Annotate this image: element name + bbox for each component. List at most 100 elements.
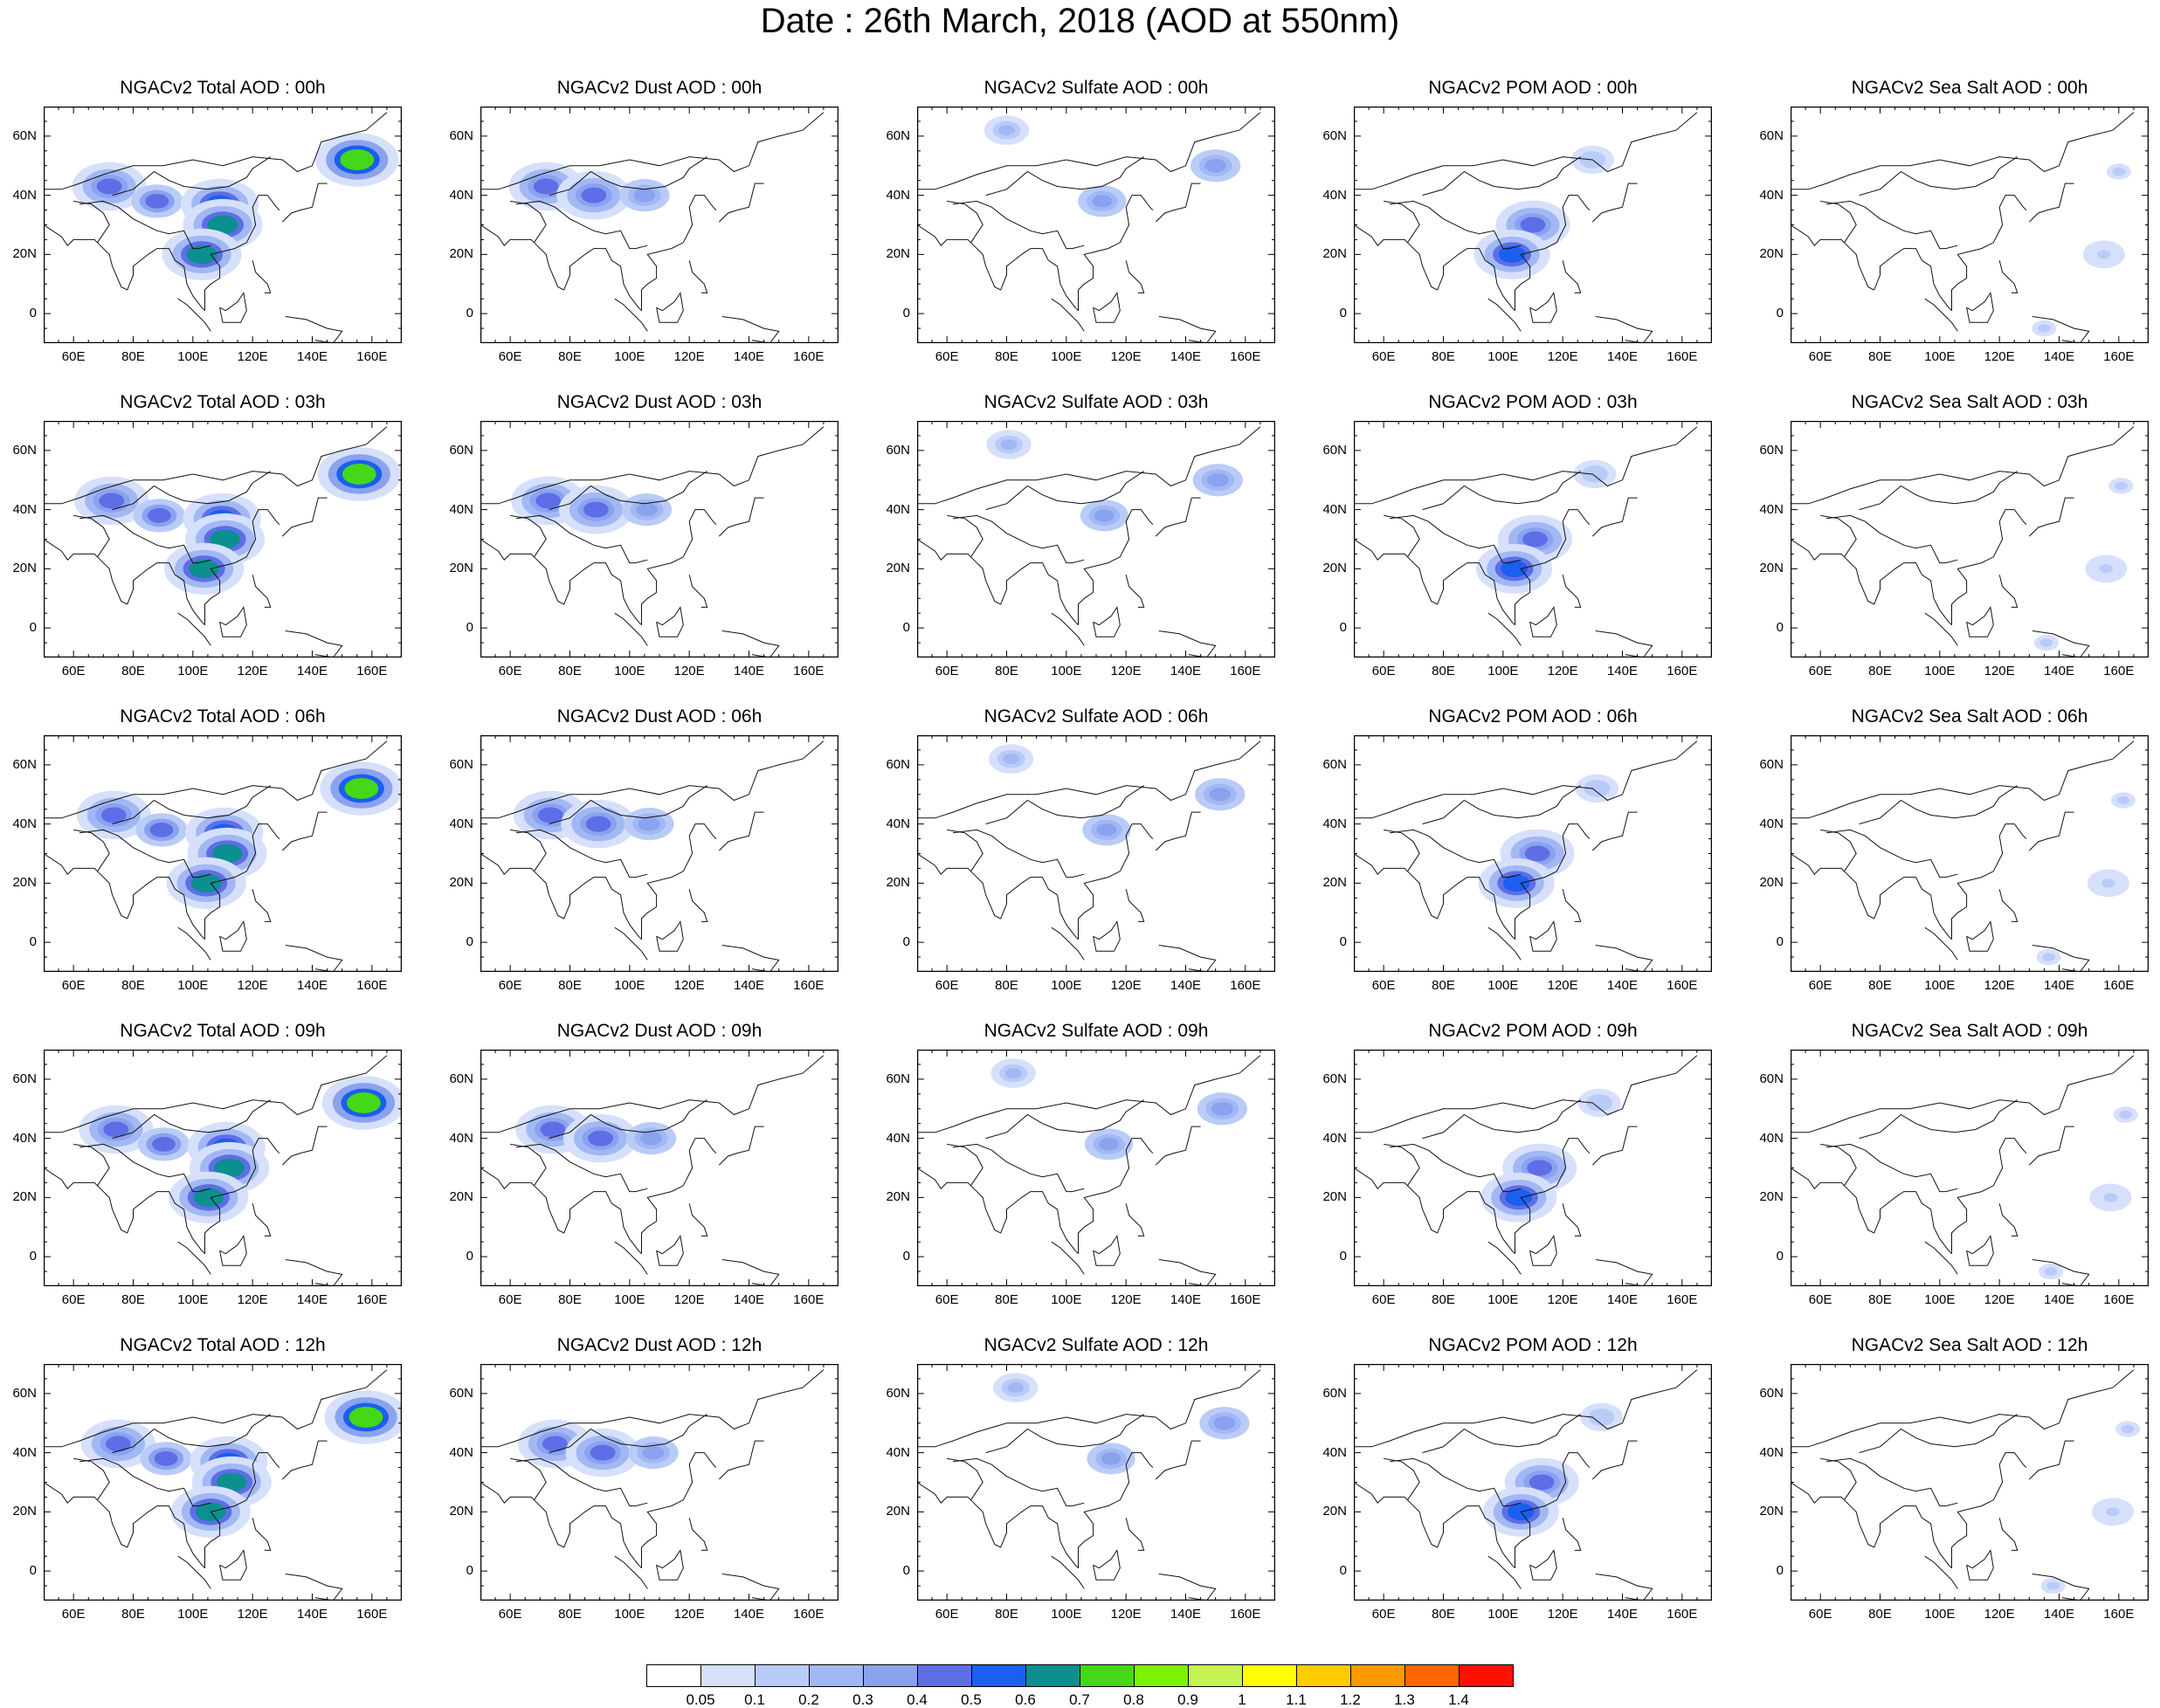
coastline	[1487, 1555, 1522, 1589]
x-tick-label: 140E	[733, 664, 765, 678]
coastline	[534, 1499, 642, 1569]
y-tick-label: 60N	[886, 756, 910, 772]
coastline	[480, 224, 535, 246]
x-tick-label: 60E	[935, 1292, 959, 1307]
y-tick-label: 0	[466, 1563, 473, 1579]
coastline	[44, 1369, 388, 1448]
x-tick-label: 60E	[935, 664, 959, 678]
x-tick-label: 100E	[1051, 664, 1082, 678]
x-tick-label: 120E	[1110, 349, 1142, 364]
x-tick-label: 100E	[177, 1292, 209, 1307]
coastline	[1966, 292, 1994, 323]
coastline	[985, 1099, 1144, 1140]
coastline	[281, 1440, 328, 1480]
coastline	[952, 829, 1085, 878]
map-frame	[917, 1050, 1275, 1286]
coastline	[549, 785, 707, 825]
y-tick-label: 0	[29, 934, 37, 950]
coastline	[917, 1167, 971, 1189]
map-frame	[917, 1364, 1275, 1601]
coastline	[952, 200, 1085, 250]
aod-shade	[633, 188, 656, 203]
y-tick-label: 0	[1339, 1249, 1347, 1264]
coastline	[1389, 1143, 1522, 1193]
aod-shade	[1101, 1452, 1121, 1465]
panel-title: NGACv2 POM AOD : 09h	[1428, 1021, 1638, 1041]
y-tick-label: 60N	[1759, 1385, 1784, 1401]
coastline	[1515, 1138, 1591, 1254]
y-tick-label: 20N	[1759, 1189, 1784, 1205]
colorbar-swatch	[700, 1664, 756, 1687]
colorbar-swatch	[1459, 1664, 1514, 1687]
x-tick-label: 120E	[1984, 349, 2015, 364]
coastline	[252, 1518, 272, 1551]
y-tick-label: 0	[29, 306, 37, 321]
x-tick-label: 80E	[1868, 1607, 1892, 1622]
aod-shade	[147, 508, 171, 523]
panel-title: NGACv2 POM AOD : 12h	[1428, 1335, 1638, 1355]
x-tick-label: 60E	[498, 349, 522, 364]
coastline	[1529, 1235, 1557, 1266]
coastline	[721, 1259, 780, 1286]
aod-shade	[2042, 953, 2055, 961]
y-tick-label: 0	[1776, 306, 1784, 321]
x-tick-label: 100E	[614, 1607, 645, 1622]
map-plot-area	[44, 1364, 402, 1601]
coastline	[688, 1203, 708, 1236]
coastline	[219, 1235, 247, 1266]
x-tick-label: 80E	[1432, 1292, 1455, 1307]
aod-shade	[96, 178, 122, 195]
coastline	[1158, 630, 1217, 658]
coastline	[2028, 1440, 2074, 1480]
coastline	[1515, 1452, 1591, 1568]
coastline	[252, 575, 272, 608]
map-plot-area	[917, 107, 1275, 343]
coastline	[1389, 829, 1522, 878]
coastline	[1515, 509, 1591, 625]
colorbar-label: 1.1	[1286, 1691, 1307, 1708]
coastline	[1998, 889, 2019, 922]
y-tick-label: 20N	[1322, 1504, 1347, 1519]
coastline	[177, 926, 211, 961]
colorbar-label: 0.8	[1123, 1691, 1144, 1708]
panel-title: NGACv2 Sulfate AOD : 03h	[983, 392, 1209, 412]
coastline	[112, 1414, 271, 1454]
x-tick-label: 120E	[673, 664, 705, 678]
coastline	[1078, 1452, 1154, 1568]
map-plot-area	[1791, 1050, 2149, 1286]
coastline	[970, 871, 1079, 940]
coastline	[947, 829, 983, 872]
aod-shade	[540, 1121, 566, 1138]
x-tick-label: 80E	[1868, 1292, 1892, 1307]
x-tick-label: 100E	[1487, 978, 1519, 993]
coastline	[1384, 1143, 1420, 1187]
x-tick-label: 140E	[296, 664, 328, 678]
coastline	[1158, 1574, 1217, 1601]
aod-shade	[100, 807, 127, 823]
coastline	[219, 292, 247, 323]
coastline	[917, 1369, 1261, 1448]
coastline	[480, 112, 825, 190]
x-tick-label: 80E	[1432, 978, 1455, 993]
x-tick-label: 60E	[1808, 349, 1832, 364]
x-tick-label: 60E	[498, 1607, 522, 1622]
x-tick-label: 140E	[733, 1292, 765, 1307]
aod-shade	[1594, 1412, 1609, 1422]
x-tick-label: 120E	[1547, 349, 1578, 364]
x-tick-label: 160E	[2103, 1292, 2135, 1307]
map-panel: NGACv2 POM AOD : 06h 60N 40N 20N 0 60E 80E 100E…	[1310, 706, 1747, 1016]
colorbar-label: 0.05	[686, 1691, 715, 1708]
aod-shade	[2114, 481, 2128, 491]
panel-title: NGACv2 Total AOD : 00h	[120, 78, 326, 98]
y-tick-label: 20N	[1322, 246, 1347, 262]
map-panel: NGACv2 POM AOD : 12h 60N 40N 20N 0 60E 80E 100E…	[1310, 1334, 1747, 1644]
x-tick-label: 120E	[673, 978, 705, 993]
coastline	[2028, 811, 2074, 851]
aod-shade	[535, 492, 562, 509]
coastline	[1354, 112, 1698, 190]
x-tick-label: 80E	[995, 349, 1018, 364]
map-frame	[917, 735, 1275, 972]
x-tick-label: 160E	[1230, 1607, 1261, 1622]
x-tick-label: 160E	[793, 978, 825, 993]
y-tick-label: 60N	[1322, 442, 1347, 458]
